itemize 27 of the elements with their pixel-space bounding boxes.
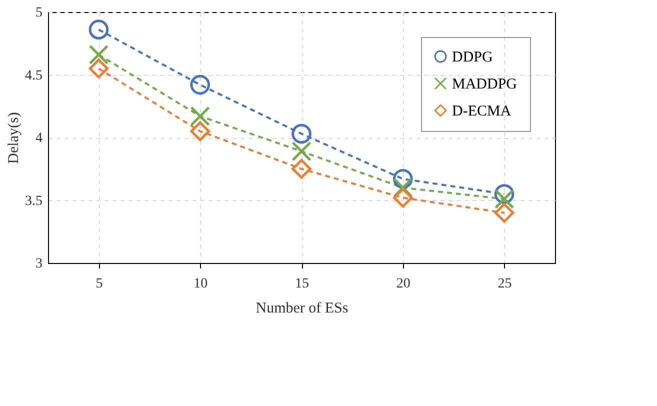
- point: [190, 74, 210, 95]
- x-axis-title: Number of ESs: [256, 300, 348, 316]
- x-tick-label: 20: [396, 276, 410, 292]
- x-tick-label: 5: [96, 276, 103, 292]
- legend-label: MADDPG: [452, 76, 518, 92]
- y-tick-label: 4: [36, 131, 42, 146]
- point: [392, 188, 413, 208]
- point: [292, 158, 312, 179]
- point: [88, 20, 109, 40]
- y-tick-label: 3.5: [25, 194, 42, 209]
- point: [88, 44, 109, 65]
- point: [494, 189, 514, 209]
- y-tick-label: 3: [36, 256, 42, 272]
- point: [494, 202, 514, 223]
- point: [88, 58, 109, 78]
- point: [190, 121, 210, 142]
- x-tick-label: 10: [194, 276, 208, 292]
- x-tick-label: 15: [295, 276, 309, 292]
- y-axis-title: Delay(s): [6, 112, 22, 164]
- point: [292, 141, 312, 162]
- point: [190, 106, 210, 126]
- point: [292, 124, 312, 144]
- y-tick-label: 4.5: [25, 68, 42, 84]
- x-tick-label: 25: [498, 276, 512, 292]
- legend-label: DDPG: [452, 50, 494, 66]
- legend-label: D-ECMA: [452, 104, 512, 120]
- y-tick-label: 5: [36, 6, 42, 20]
